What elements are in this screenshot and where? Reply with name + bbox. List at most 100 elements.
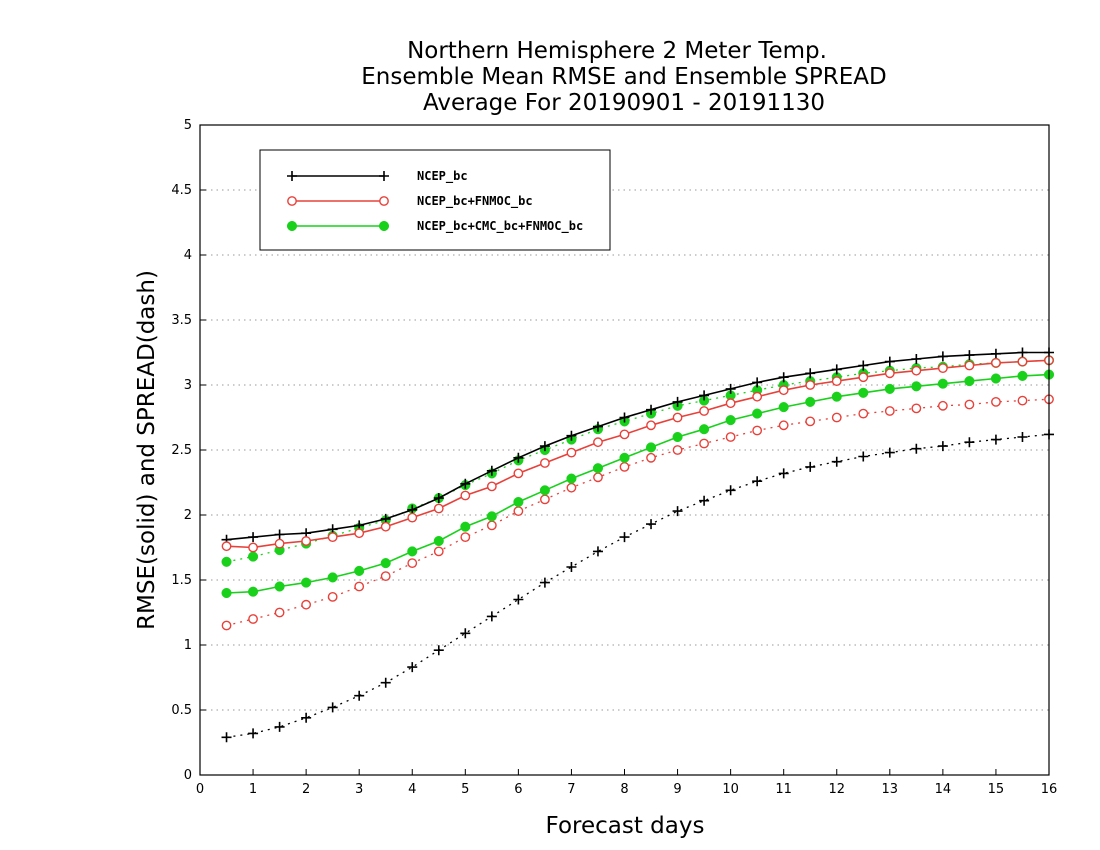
data-point	[407, 558, 418, 568]
y-tick-label: 0	[184, 768, 192, 783]
data-point	[540, 458, 550, 468]
data-point	[699, 438, 709, 449]
x-tick-label: 15	[988, 782, 1005, 797]
data-point	[1017, 395, 1028, 406]
data-point	[964, 360, 975, 371]
x-tick-label: 0	[196, 782, 204, 797]
data-point	[248, 551, 259, 562]
data-point	[672, 431, 683, 443]
data-point	[831, 376, 842, 386]
data-point	[619, 412, 630, 423]
x-tick-label: 1	[249, 782, 257, 797]
y-tick-label: 1.5	[171, 573, 192, 588]
data-point	[725, 383, 736, 394]
data-point	[884, 406, 895, 416]
data-point	[540, 494, 550, 505]
y-axis: 0 0.5 1 1.5 2 2.5 3 3.5 4 4.5 5	[171, 118, 206, 783]
data-point	[380, 677, 391, 688]
data-point	[911, 354, 922, 364]
data-point	[964, 376, 975, 387]
data-point	[645, 442, 657, 453]
legend-marker	[287, 171, 297, 181]
data-point	[354, 690, 365, 701]
data-point	[513, 452, 524, 463]
x-tick-label: 6	[514, 782, 522, 797]
series-rmse-ncep-bc-cmc-bc-fnmoc-bc	[221, 369, 1055, 599]
data-point	[752, 377, 763, 388]
data-point	[539, 577, 550, 588]
data-point	[407, 512, 418, 523]
chart-title: Northern Hemisphere 2 Meter Temp. Ensemb…	[361, 38, 886, 116]
legend-marker	[286, 220, 298, 232]
data-point	[221, 587, 232, 599]
data-point	[699, 424, 710, 435]
x-tick-label: 14	[935, 782, 952, 797]
data-point	[805, 461, 816, 472]
legend: NCEP_bc NCEP_bc+FNMOC_bc NCEP_bc+CMC_bc+FN…	[259, 149, 611, 251]
data-point	[858, 372, 869, 383]
data-point	[592, 421, 603, 432]
data-point	[1017, 432, 1028, 442]
data-point	[991, 357, 1001, 368]
series-rmse-ncep-bc-fnmoc-bc	[221, 355, 1054, 553]
x-tick-label: 10	[722, 782, 739, 797]
data-point	[539, 441, 550, 452]
data-point	[460, 478, 471, 489]
data-point	[513, 468, 524, 479]
data-point	[619, 429, 630, 440]
data-point	[539, 485, 550, 496]
data-point	[248, 542, 258, 553]
chart-title-line-1: Northern Hemisphere 2 Meter Temp.	[407, 38, 827, 64]
data-point	[301, 536, 312, 546]
x-tick-label: 9	[673, 782, 681, 797]
data-point	[433, 546, 444, 557]
data-point	[884, 356, 895, 367]
data-point	[990, 434, 1001, 445]
x-tick-label: 2	[302, 782, 310, 797]
data-point	[725, 415, 736, 426]
data-point	[566, 562, 577, 572]
data-point	[778, 372, 789, 383]
data-point	[221, 732, 232, 743]
data-point	[566, 473, 577, 484]
x-tick-label: 13	[882, 782, 899, 797]
data-point	[433, 503, 444, 514]
data-point	[858, 360, 869, 371]
data-point	[858, 451, 869, 462]
data-point	[460, 521, 471, 532]
data-point	[937, 400, 948, 411]
data-point	[486, 465, 497, 476]
data-point	[619, 461, 630, 472]
data-point	[937, 441, 948, 452]
data-point	[646, 519, 657, 530]
data-point	[460, 532, 471, 542]
data-point	[380, 521, 391, 532]
data-point	[937, 378, 948, 389]
data-point	[513, 506, 524, 516]
legend-label: NCEP_bc+CMC_bc+FNMOC_bc	[417, 219, 583, 234]
legend-entry: NCEP_bc+CMC_bc+FNMOC_bc	[286, 219, 583, 234]
series-spread-ncep-bc-fnmoc-bc	[221, 394, 1054, 631]
data-point	[778, 385, 789, 396]
data-point	[248, 532, 259, 543]
data-point	[990, 348, 1001, 359]
data-point	[301, 712, 312, 723]
data-point	[752, 425, 763, 436]
data-point	[619, 452, 630, 463]
series-rmse-ncep-bc	[221, 347, 1054, 545]
legend-marker	[379, 196, 389, 206]
data-point	[911, 365, 922, 376]
data-point	[327, 572, 338, 583]
series-spread-ncep-bc	[221, 429, 1054, 743]
data-point	[964, 350, 975, 361]
data-point	[805, 380, 816, 390]
data-point	[964, 437, 975, 448]
data-point	[433, 645, 444, 656]
data-point	[911, 403, 922, 414]
data-point	[407, 662, 418, 673]
series-line	[226, 398, 1050, 627]
data-point	[699, 495, 710, 506]
x-tick-label: 4	[408, 782, 416, 797]
legend-box	[259, 149, 611, 251]
y-tick-label: 1	[184, 638, 192, 653]
